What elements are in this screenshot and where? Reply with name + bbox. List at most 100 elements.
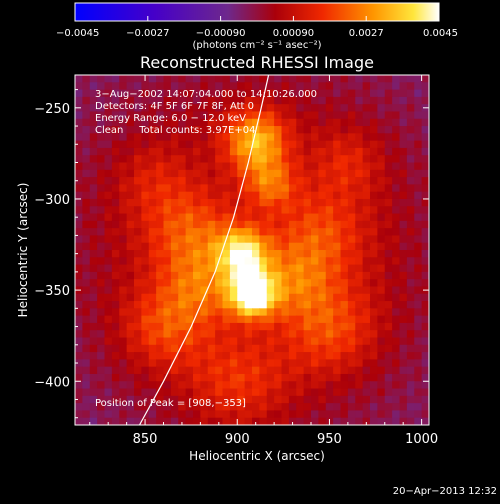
heatmap-cell — [377, 133, 386, 142]
heatmap-cell — [288, 104, 297, 113]
heatmap-cell — [200, 359, 209, 368]
heatmap-cell — [207, 213, 216, 222]
heatmap-cell — [355, 373, 364, 382]
heatmap-cell — [392, 177, 401, 185]
heatmap-cell — [229, 147, 238, 156]
heatmap-cell — [370, 388, 378, 397]
heatmap-cell — [259, 403, 268, 412]
heatmap-cell — [347, 177, 356, 185]
heatmap-cell — [392, 330, 401, 339]
heatmap-cell — [75, 417, 83, 425]
heatmap-cell — [134, 381, 142, 390]
heatmap-cell — [170, 388, 179, 397]
heatmap-cell — [347, 264, 356, 273]
heatmap-cell — [200, 184, 209, 193]
heatmap-cell — [237, 126, 246, 134]
heatmap-cell — [148, 169, 157, 178]
heatmap-cell — [82, 147, 91, 156]
heatmap-cell — [252, 293, 260, 302]
heatmap-cell — [288, 271, 297, 280]
heatmap-cell — [82, 403, 91, 412]
heatmap-cell — [362, 352, 371, 360]
heatmap-cell — [141, 169, 150, 178]
heatmap-cell — [163, 198, 172, 207]
heatmap-cell — [141, 373, 150, 382]
heatmap-cell — [119, 184, 128, 193]
heatmap-cell — [193, 140, 201, 149]
heatmap-cell — [141, 322, 150, 331]
y-tick-label: −300 — [34, 193, 70, 208]
heatmap-cell — [148, 264, 157, 273]
heatmap-cell — [325, 403, 334, 412]
heatmap-cell — [111, 96, 120, 105]
heatmap-cell — [163, 191, 172, 200]
heatmap-cell — [134, 126, 142, 134]
heatmap-cell — [421, 388, 429, 397]
heatmap-cell — [414, 169, 423, 178]
heatmap-cell — [207, 235, 216, 244]
heatmap-cell — [89, 417, 98, 425]
heatmap-cell — [325, 286, 334, 295]
heatmap-cell — [325, 315, 334, 324]
heatmap-cell — [288, 352, 297, 360]
heatmap-cell — [347, 257, 356, 266]
heatmap-cell — [325, 118, 334, 127]
heatmap-cell — [318, 155, 327, 164]
heatmap-cell — [392, 140, 401, 149]
heatmap-cell — [347, 395, 356, 404]
heatmap-cell — [311, 198, 319, 207]
heatmap-cell — [126, 417, 135, 425]
heatmap-cell — [384, 206, 393, 215]
heatmap-cell — [156, 352, 165, 360]
heatmap-cell — [193, 206, 201, 215]
heatmap-cell — [303, 228, 312, 237]
heatmap-cell — [178, 75, 187, 83]
heatmap-cell — [296, 322, 305, 331]
heatmap-cell — [333, 162, 342, 171]
heatmap-cell — [82, 140, 91, 149]
heatmap-cell — [141, 133, 150, 142]
heatmap-cell — [252, 403, 260, 412]
heatmap-cell — [237, 410, 246, 419]
heatmap-cell — [414, 140, 423, 149]
heatmap-cell — [259, 301, 268, 309]
heatmap-cell — [421, 242, 429, 251]
heatmap-cell — [215, 308, 224, 317]
heatmap-cell — [259, 257, 268, 266]
heatmap-cell — [392, 388, 401, 397]
heatmap-cell — [325, 279, 334, 288]
heatmap-cell — [163, 381, 172, 390]
heatmap-cell — [311, 147, 319, 156]
heatmap-cell — [141, 352, 150, 360]
heatmap-cell — [347, 410, 356, 419]
heatmap-cell — [193, 228, 201, 237]
heatmap-cell — [325, 381, 334, 390]
heatmap-cell — [97, 111, 106, 120]
heatmap-cell — [185, 250, 194, 258]
heatmap-cell — [399, 140, 408, 149]
heatmap-cell — [399, 75, 408, 83]
heatmap-cell — [82, 184, 91, 193]
heatmap-cell — [311, 111, 319, 120]
heatmap-cell — [75, 322, 83, 331]
colorbar-tick-label: 0.0045 — [423, 28, 458, 39]
heatmap-cell — [333, 417, 342, 425]
heatmap-cell — [347, 140, 356, 149]
heatmap-cell — [185, 235, 194, 244]
heatmap-cell — [141, 381, 150, 390]
heatmap-cell — [362, 381, 371, 390]
heatmap-cell — [421, 111, 429, 120]
heatmap-cell — [111, 257, 120, 266]
heatmap-cell — [141, 271, 150, 280]
heatmap-cell — [347, 220, 356, 229]
heatmap-cell — [355, 220, 364, 229]
heatmap-cell — [311, 257, 319, 266]
heatmap-cell — [318, 271, 327, 280]
heatmap-cell — [318, 417, 327, 425]
heatmap-cell — [414, 126, 423, 134]
heatmap-cell — [229, 322, 238, 331]
heatmap-cell — [134, 140, 142, 149]
heatmap-cell — [237, 111, 246, 120]
heatmap-cell — [362, 344, 371, 353]
heatmap-cell — [89, 147, 98, 156]
